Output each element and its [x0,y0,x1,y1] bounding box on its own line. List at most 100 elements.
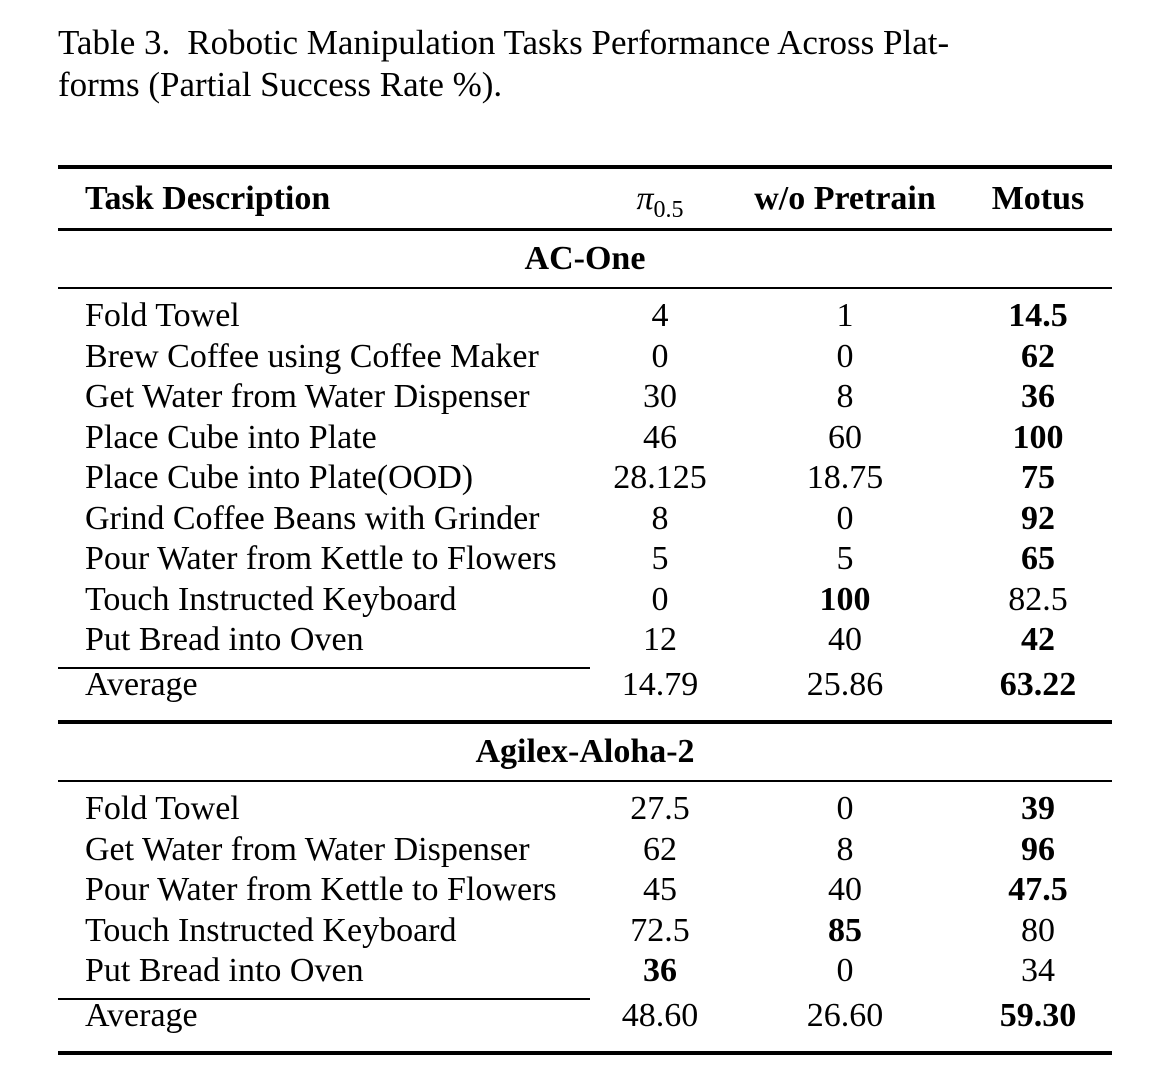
value-cell-pi: 62 [643,830,677,868]
value-cell-motus: 63.22 [999,666,1077,703]
top-rule [58,165,1112,169]
caption-line-1: Table 3. Robotic Manipulation Tasks Perfo… [58,22,1128,64]
section-title: AC-One [524,239,646,277]
table-row: Put Bread into Oven 12 40 42 [58,620,1112,661]
value-cell-pi: 4 [651,297,669,334]
value-cell-wo: 5 [836,540,854,577]
task-cell: Pour Water from Kettle to Flowers [85,540,557,577]
task-cell: Average [85,666,198,703]
column-header-wo-pretrain: w/o Pretrain [754,180,936,217]
table-row: Fold Towel 27.5 0 39 [58,789,1112,830]
value-cell-motus: 39 [1021,790,1055,827]
table-row: Pour Water from Kettle to Flowers 5 5 65 [58,539,1112,580]
value-cell-wo: 0 [836,790,854,827]
value-cell-pi: 0 [651,580,669,618]
task-cell: Average [85,997,198,1034]
value-cell-pi: 30 [643,378,677,415]
value-cell-pi: 36 [643,952,677,989]
caption-line-2: forms (Partial Success Rate %). [58,65,503,104]
pi-subscript: 0.5 [653,196,684,223]
value-cell-motus: 80 [1021,911,1055,949]
average-row: Average 48.60 26.60 59.30 [58,996,1112,1037]
average-row: Average 14.79 25.86 63.22 [58,665,1112,706]
value-cell-wo: 8 [836,378,854,415]
section-header-row: AC-One [58,231,1112,287]
task-cell: Put Bread into Oven [85,952,364,989]
value-cell-wo: 100 [819,580,871,618]
task-cell: Place Cube into Plate(OOD) [85,459,474,496]
section-title-rule [58,779,1112,782]
task-cell: Put Bread into Oven [85,621,364,658]
value-cell-motus: 34 [1021,952,1055,989]
value-cell-motus: 92 [1021,499,1055,537]
table-row: Touch Instructed Keyboard 72.5 85 80 [58,911,1112,952]
value-cell-motus: 65 [1021,540,1055,577]
value-cell-wo: 26.60 [806,997,884,1034]
value-cell-wo: 85 [828,911,862,949]
value-cell-pi: 46 [643,418,677,456]
value-cell-wo: 18.75 [806,459,884,496]
value-cell-pi: 5 [651,540,669,577]
value-cell-motus: 14.5 [1008,297,1068,334]
table-row: Put Bread into Oven 36 0 34 [58,951,1112,992]
table-row: Place Cube into Plate(OOD) 28.125 18.75 75 [58,458,1112,499]
value-cell-wo: 25.86 [806,666,884,703]
table-row: Get Water from Water Dispenser 30 8 36 [58,377,1112,418]
table-row: Place Cube into Plate 46 60 100 [58,418,1112,459]
task-cell: Get Water from Water Dispenser [85,378,530,415]
value-cell-wo: 0 [836,499,854,537]
task-cell: Get Water from Water Dispenser [85,830,530,868]
value-cell-pi: 14.79 [621,666,699,703]
task-cell: Pour Water from Kettle to Flowers [85,871,557,908]
value-cell-wo: 40 [828,621,862,658]
results-table: Task Description π0.5 w/o Pretrain Motus… [58,165,1112,1055]
value-cell-pi: 28.125 [613,459,707,496]
value-cell-motus: 47.5 [1008,871,1068,908]
average-partial-rule [58,666,590,669]
value-cell-wo: 60 [828,418,862,456]
column-header-motus: Motus [991,180,1085,217]
table-header-row: Task Description π0.5 w/o Pretrain Motus [58,169,1112,228]
value-cell-pi: 72.5 [630,911,690,949]
section-header-row: Agilex-Aloha-2 [58,724,1112,780]
section-rows: Fold Towel 27.5 0 39 Get Water from Water Di… [58,782,1112,992]
column-header-task-description: Task Description [85,180,331,217]
value-cell-motus: 96 [1021,830,1055,868]
table-row: Brew Coffee using Coffee Maker 0 0 62 [58,337,1112,378]
task-cell: Place Cube into Plate [85,418,377,456]
column-header-pi05: π0.5 [594,169,726,228]
value-cell-pi: 48.60 [621,997,699,1034]
header-bottom-rule [58,228,1112,231]
task-cell: Brew Coffee using Coffee Maker [85,337,539,375]
value-cell-wo: 8 [836,830,854,868]
value-cell-wo: 0 [836,337,854,375]
value-cell-motus: 36 [1021,378,1055,415]
value-cell-motus: 42 [1021,621,1055,658]
table-caption: Table 3. Robotic Manipulation Tasks Perfo… [58,22,1128,106]
value-cell-motus: 100 [1012,418,1064,456]
value-cell-pi: 0 [651,337,669,375]
caption-label: Table 3. [58,23,171,62]
task-cell: Touch Instructed Keyboard [85,911,457,949]
value-cell-wo: 1 [836,297,854,334]
table-row: Get Water from Water Dispenser 62 8 96 [58,830,1112,871]
value-cell-wo: 0 [836,952,854,989]
task-cell: Touch Instructed Keyboard [85,580,457,618]
task-cell: Fold Towel [85,790,240,827]
task-cell: Fold Towel [85,297,240,334]
pi-symbol: π [636,180,654,217]
value-cell-pi: 27.5 [630,790,690,827]
section-end-rule [58,719,1112,724]
section-end-rule [58,1050,1112,1055]
value-cell-motus: 59.30 [999,997,1077,1034]
table-row: Pour Water from Kettle to Flowers 45 40 47.… [58,870,1112,911]
average-partial-rule [58,997,590,1000]
value-cell-motus: 82.5 [1008,580,1068,618]
value-cell-motus: 75 [1021,459,1055,496]
section-rows: Fold Towel 4 1 14.5 Brew Coffee using Coffee… [58,289,1112,661]
value-cell-pi: 45 [643,871,677,908]
section-title-rule [58,286,1112,289]
table-sections: AC-One Fold Towel 4 1 14.5 Brew Coffee using … [58,231,1112,1055]
value-cell-motus: 62 [1021,337,1055,375]
